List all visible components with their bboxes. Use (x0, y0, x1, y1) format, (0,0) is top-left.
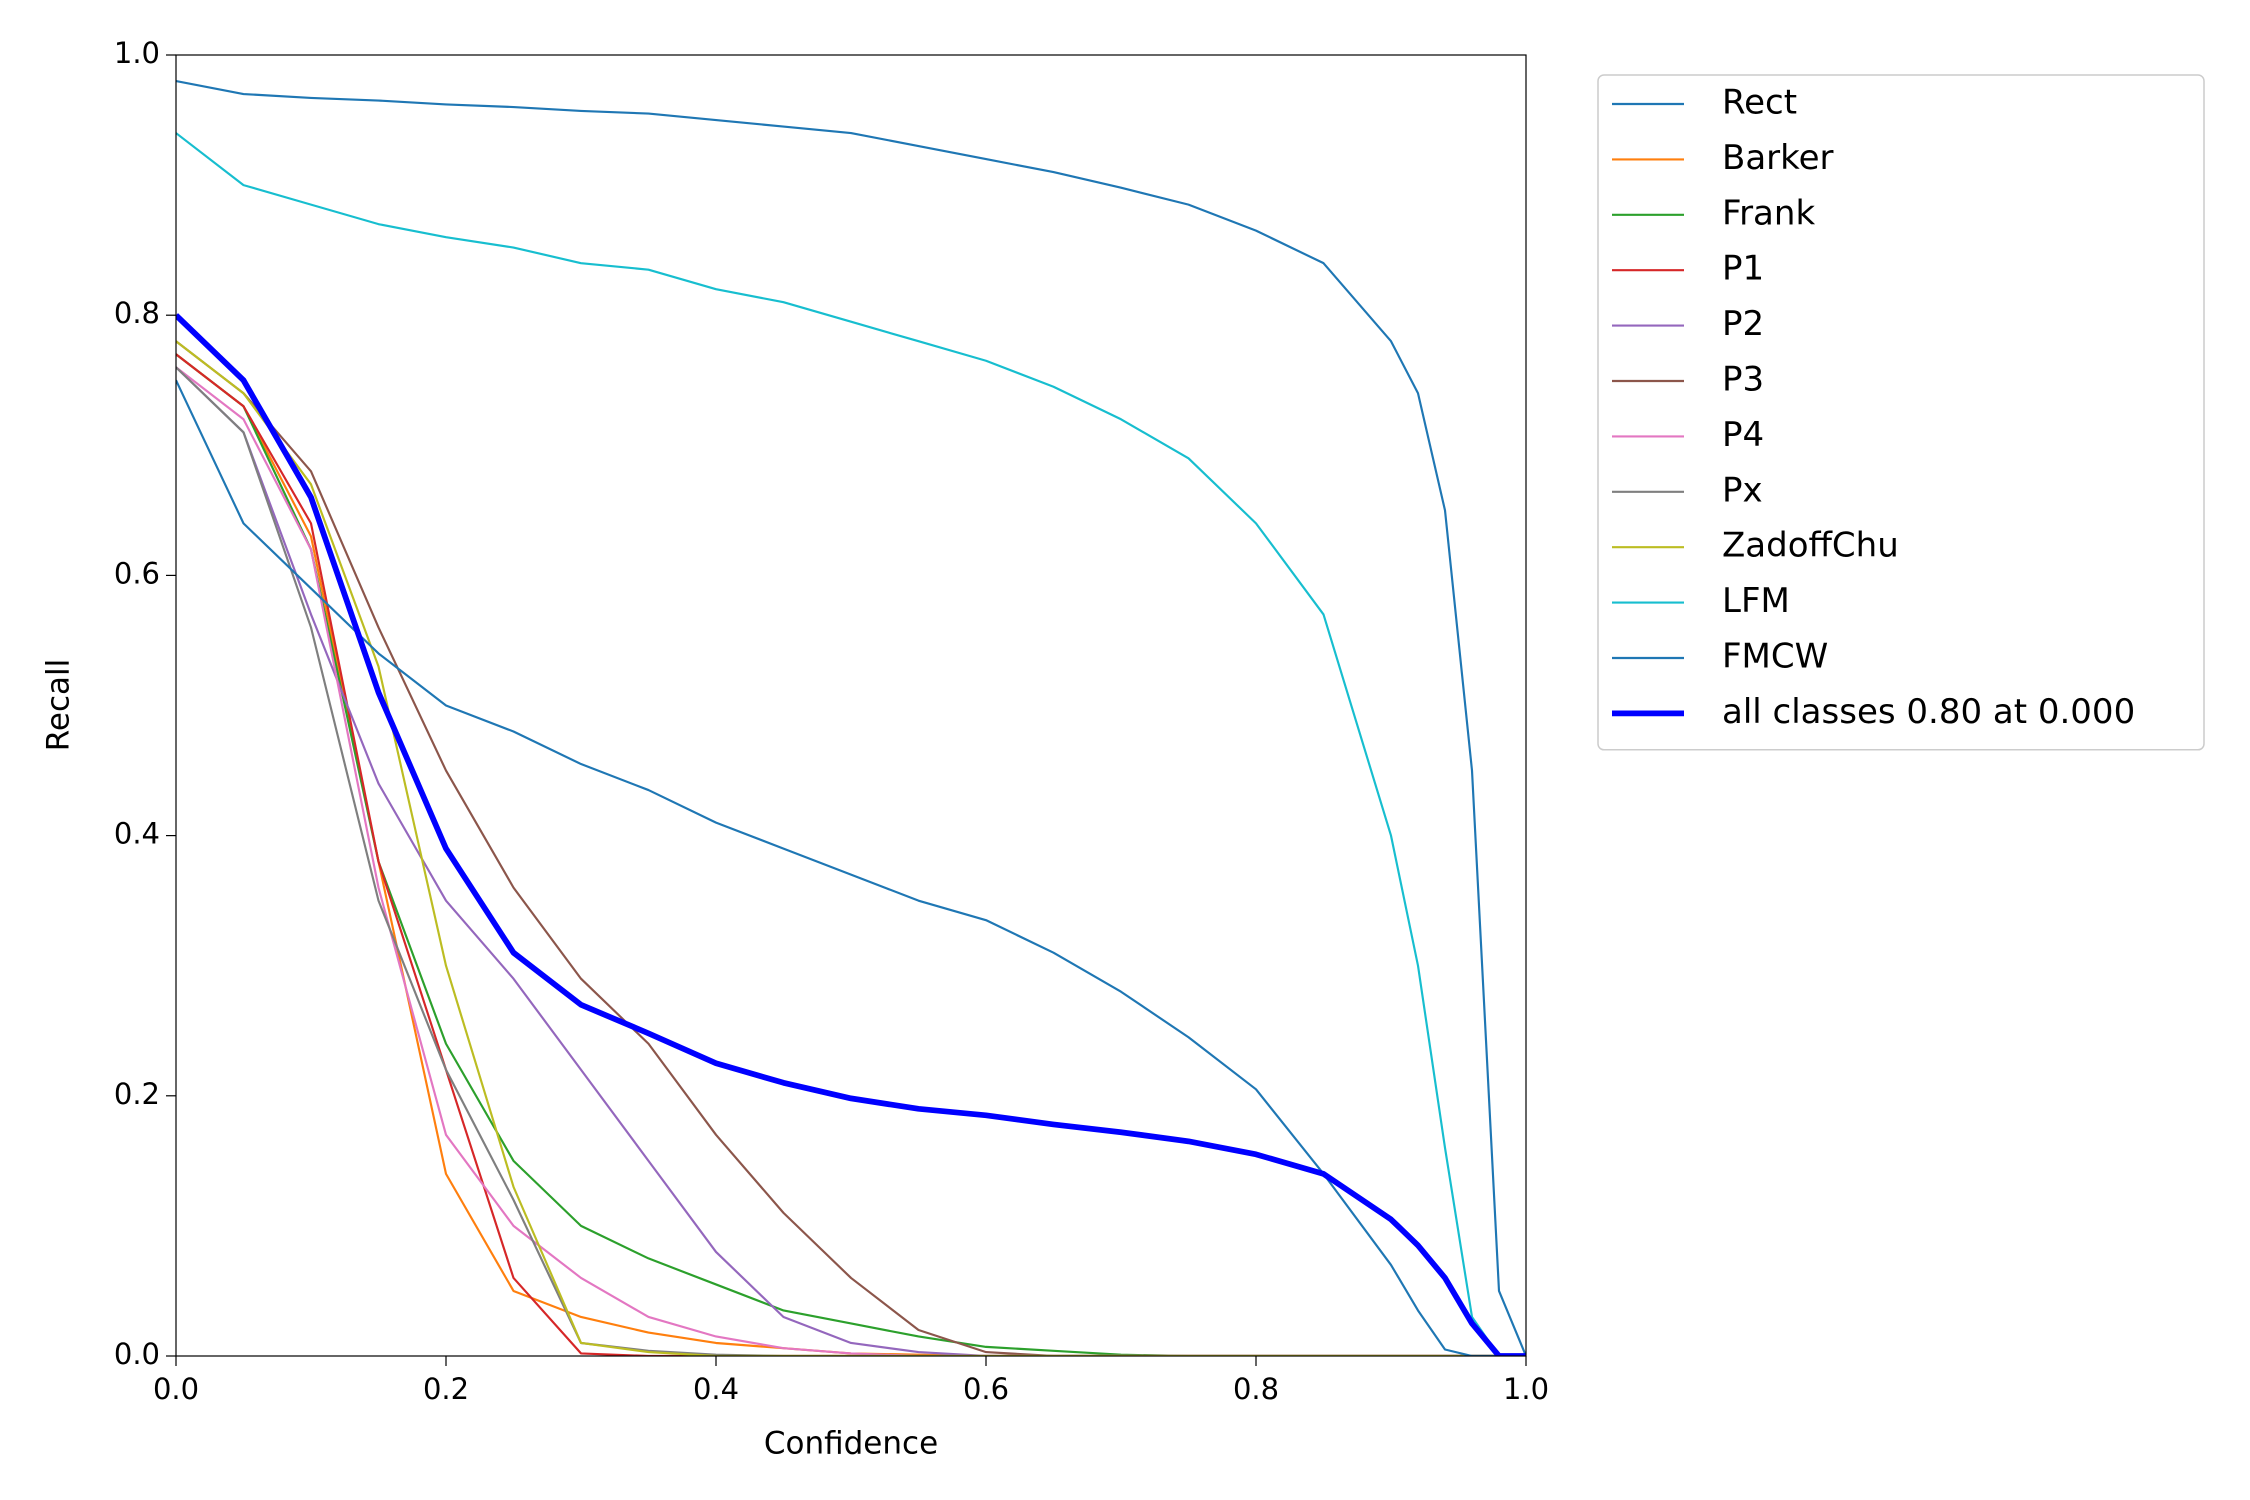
x-tick-label: 0.6 (963, 1372, 1009, 1406)
x-tick-label: 0.2 (423, 1372, 469, 1406)
x-tick-label: 0.0 (153, 1372, 199, 1406)
legend-box (1597, 74, 2205, 751)
series-line (176, 366, 1526, 1356)
legend-label: FMCW (1722, 637, 1828, 677)
series-line (176, 313, 1526, 1356)
x-tick-label: 1.0 (1503, 1372, 1549, 1406)
plot-frame (175, 54, 1527, 1357)
legend-label: Barker (1722, 138, 1834, 178)
series-line (176, 379, 1526, 1356)
series-line (176, 366, 1526, 1356)
series-line (176, 353, 1526, 1356)
legend-label: P3 (1722, 360, 1764, 400)
series-line (176, 340, 1526, 1356)
legend: Rect Barker Frank P1 P2 P3 P4 Px ZadoffChu LFM FMC… (1597, 74, 2205, 751)
legend-label: P2 (1722, 304, 1764, 344)
y-axis-label: Recall (41, 659, 77, 752)
x-axis-label: Confidence (764, 1426, 938, 1462)
series-line (176, 340, 1526, 1356)
series-line (176, 79, 1526, 1356)
x-tick-label: 0.8 (1233, 1372, 1279, 1406)
series-line (176, 132, 1526, 1356)
legend-label: P1 (1722, 249, 1764, 289)
y-tick-label: 0.8 (114, 296, 160, 330)
series-line (176, 366, 1526, 1356)
y-tick-label: 0.4 (114, 817, 160, 851)
legend-label: Px (1722, 470, 1763, 510)
series-line (176, 353, 1526, 1356)
y-tick-label: 0.6 (114, 556, 160, 590)
legend-label: P4 (1722, 415, 1764, 455)
x-tick-label: 0.4 (693, 1372, 739, 1406)
legend-label: Frank (1722, 193, 1815, 233)
y-tick-label: 0.0 (114, 1337, 160, 1371)
legend-label: ZadoffChu (1722, 526, 1899, 566)
legend-label: all classes 0.80 at 0.000 (1722, 692, 2135, 732)
y-tick-label: 0.2 (114, 1077, 160, 1111)
y-tick-label: 1.0 (114, 36, 160, 70)
legend-label: Rect (1722, 83, 1797, 123)
legend-label: LFM (1722, 581, 1790, 621)
series-line (176, 353, 1526, 1356)
